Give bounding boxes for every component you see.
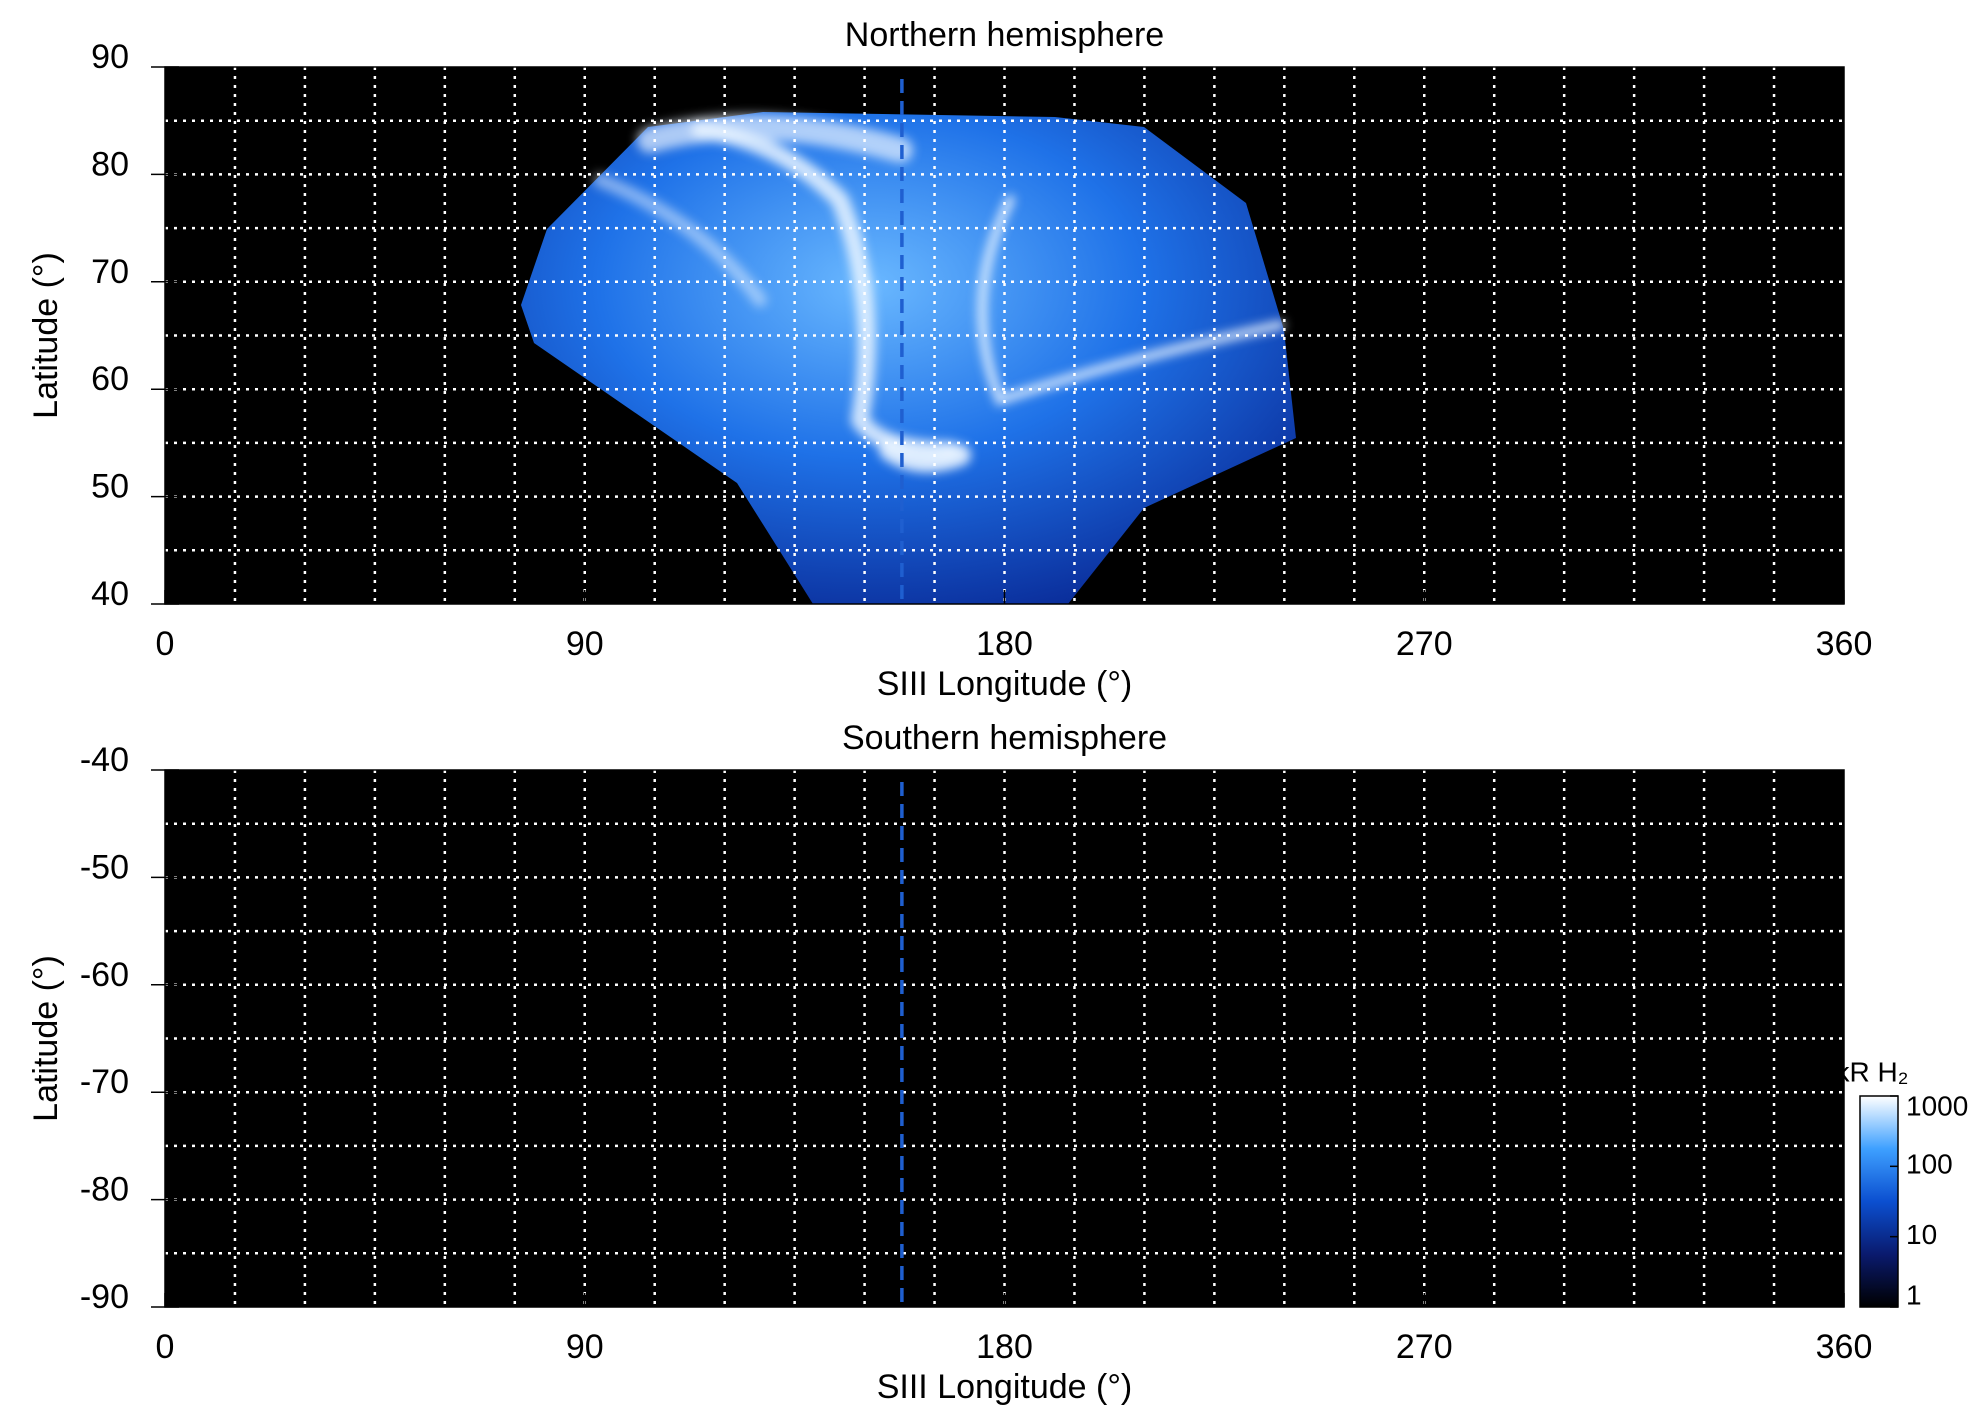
y-tick-label: -60 [80,956,129,994]
y-tick-label: -70 [80,1063,129,1101]
x-tick-label: 270 [1396,625,1453,663]
colorbar-label: kR H₂ [1835,1056,1908,1087]
y-tick-label: -50 [80,848,129,886]
x-tick-label: 90 [566,1328,604,1366]
colorbar-tick-label: 1 [1906,1279,1922,1310]
x-tick-label: 180 [976,1328,1033,1366]
chart-title: Southern hemisphere [842,719,1167,757]
y-tick-label: -80 [80,1171,129,1209]
x-axis-label: SIII Longitude (°) [877,1368,1133,1406]
x-tick-label: 90 [566,625,604,663]
y-tick-label: -40 [80,741,129,779]
y-tick-label: 60 [91,360,129,398]
y-tick-label: 70 [91,253,129,291]
x-tick-label: 0 [156,1328,175,1366]
y-tick-label: -90 [80,1278,129,1316]
chart-title: Northern hemisphere [845,16,1164,54]
x-tick-label: 360 [1816,1328,1873,1366]
emission-region [521,112,1296,604]
x-tick-label: 270 [1396,1328,1453,1366]
x-axis-label: SIII Longitude (°) [877,665,1133,703]
colorbar-tick-label: 1000 [1906,1090,1968,1121]
colorbar-tick-label: 100 [1906,1149,1953,1180]
y-tick-label: 40 [91,575,129,613]
x-tick-label: 0 [156,625,175,663]
y-tick-label: 80 [91,145,129,183]
y-tick-label: 90 [91,38,129,76]
colorbar-tick-label: 10 [1906,1219,1937,1250]
y-axis-label: Latitude (°) [27,252,65,419]
y-axis-label: Latitude (°) [27,955,65,1122]
x-tick-label: 180 [976,625,1033,663]
x-tick-label: 360 [1816,625,1873,663]
colorbar [1859,1095,1899,1308]
y-tick-label: 50 [91,468,129,506]
